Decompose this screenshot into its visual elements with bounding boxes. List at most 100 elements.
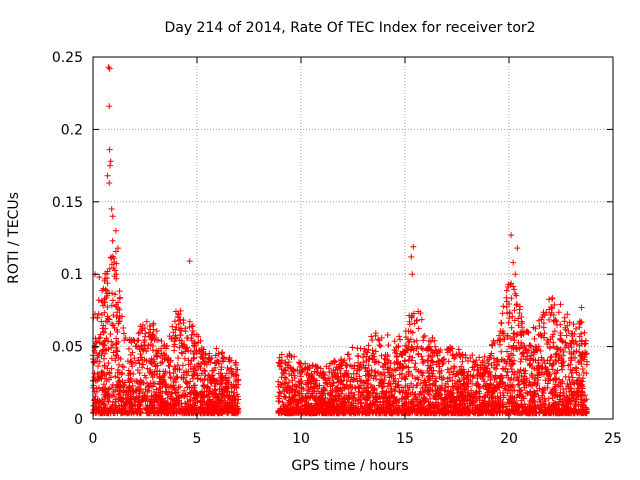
data-point — [201, 367, 208, 374]
data-point — [490, 355, 497, 362]
data-point — [323, 409, 330, 416]
data-point — [413, 396, 420, 403]
data-point — [276, 360, 283, 367]
data-point — [497, 389, 504, 396]
data-point — [184, 372, 191, 379]
grid-lines — [93, 57, 613, 419]
data-point — [538, 316, 545, 323]
data-point — [106, 265, 113, 272]
data-point-peak — [409, 271, 416, 278]
data-point — [368, 333, 375, 340]
data-point — [106, 394, 113, 401]
data-point — [202, 408, 209, 415]
data-point — [446, 369, 453, 376]
data-point-peak — [106, 146, 113, 153]
data-point — [539, 313, 546, 320]
data-point — [295, 405, 302, 412]
data-point — [198, 360, 205, 367]
data-point — [451, 363, 458, 370]
data-point — [461, 409, 468, 416]
data-point — [320, 400, 327, 407]
data-point — [442, 384, 449, 391]
data-point — [559, 380, 566, 387]
data-point — [559, 366, 566, 373]
data-point — [563, 332, 570, 339]
data-point — [103, 378, 110, 385]
data-point — [151, 371, 158, 378]
data-point — [459, 358, 466, 365]
data-point — [476, 385, 483, 392]
data-point — [183, 345, 190, 352]
data-point — [115, 366, 122, 373]
data-point — [157, 396, 164, 403]
data-point — [213, 360, 220, 367]
data-point — [581, 329, 588, 336]
data-point — [560, 362, 567, 369]
data-point — [406, 353, 413, 360]
data-point — [150, 326, 157, 333]
data-point — [150, 320, 157, 327]
data-point — [393, 358, 400, 365]
data-point — [123, 398, 130, 405]
data-point — [366, 406, 373, 413]
data-point — [186, 318, 193, 325]
data-point — [412, 366, 419, 373]
data-point — [439, 400, 446, 407]
data-point — [95, 403, 102, 410]
data-point — [509, 313, 516, 320]
data-point — [100, 346, 107, 353]
data-point — [395, 384, 402, 391]
data-point — [518, 356, 525, 363]
data-point — [355, 353, 362, 360]
data-point — [98, 375, 105, 382]
data-point — [359, 389, 366, 396]
data-point — [429, 370, 436, 377]
data-point — [364, 368, 371, 375]
data-point — [520, 353, 527, 360]
data-point — [576, 342, 583, 349]
data-point — [401, 406, 408, 413]
data-point — [576, 348, 583, 355]
data-point — [515, 315, 522, 322]
data-point — [418, 369, 425, 376]
data-point — [518, 332, 525, 339]
x-tick-label: 0 — [89, 431, 98, 447]
chart-title: Day 214 of 2014, Rate Of TEC Index for r… — [164, 20, 535, 36]
data-point — [139, 321, 146, 328]
data-point — [378, 334, 385, 341]
data-point — [112, 373, 119, 380]
data-point — [278, 390, 285, 397]
data-point — [186, 389, 193, 396]
data-point — [430, 381, 437, 388]
data-point — [115, 391, 122, 398]
data-point — [377, 370, 384, 377]
data-point — [515, 409, 522, 416]
data-point — [522, 367, 529, 374]
data-point — [471, 391, 478, 398]
data-point — [583, 350, 590, 357]
data-point — [305, 390, 312, 397]
data-point — [435, 401, 442, 408]
data-point — [369, 401, 376, 408]
data-point — [544, 380, 551, 387]
data-point — [143, 348, 150, 355]
data-point — [466, 409, 473, 416]
data-point — [545, 401, 552, 408]
data-point — [564, 380, 571, 387]
data-point — [503, 304, 510, 311]
y-tick-label: 0.05 — [52, 340, 83, 356]
data-point-peak — [510, 259, 517, 266]
data-point — [220, 355, 227, 362]
data-point — [100, 322, 107, 329]
data-point — [167, 359, 174, 366]
data-point — [291, 396, 298, 403]
data-point — [321, 385, 328, 392]
data-point — [444, 388, 451, 395]
data-point — [578, 338, 585, 345]
data-point — [135, 398, 142, 405]
data-point — [285, 404, 292, 411]
data-point — [493, 409, 500, 416]
data-point — [166, 369, 173, 376]
data-point — [388, 385, 395, 392]
data-point — [447, 345, 454, 352]
